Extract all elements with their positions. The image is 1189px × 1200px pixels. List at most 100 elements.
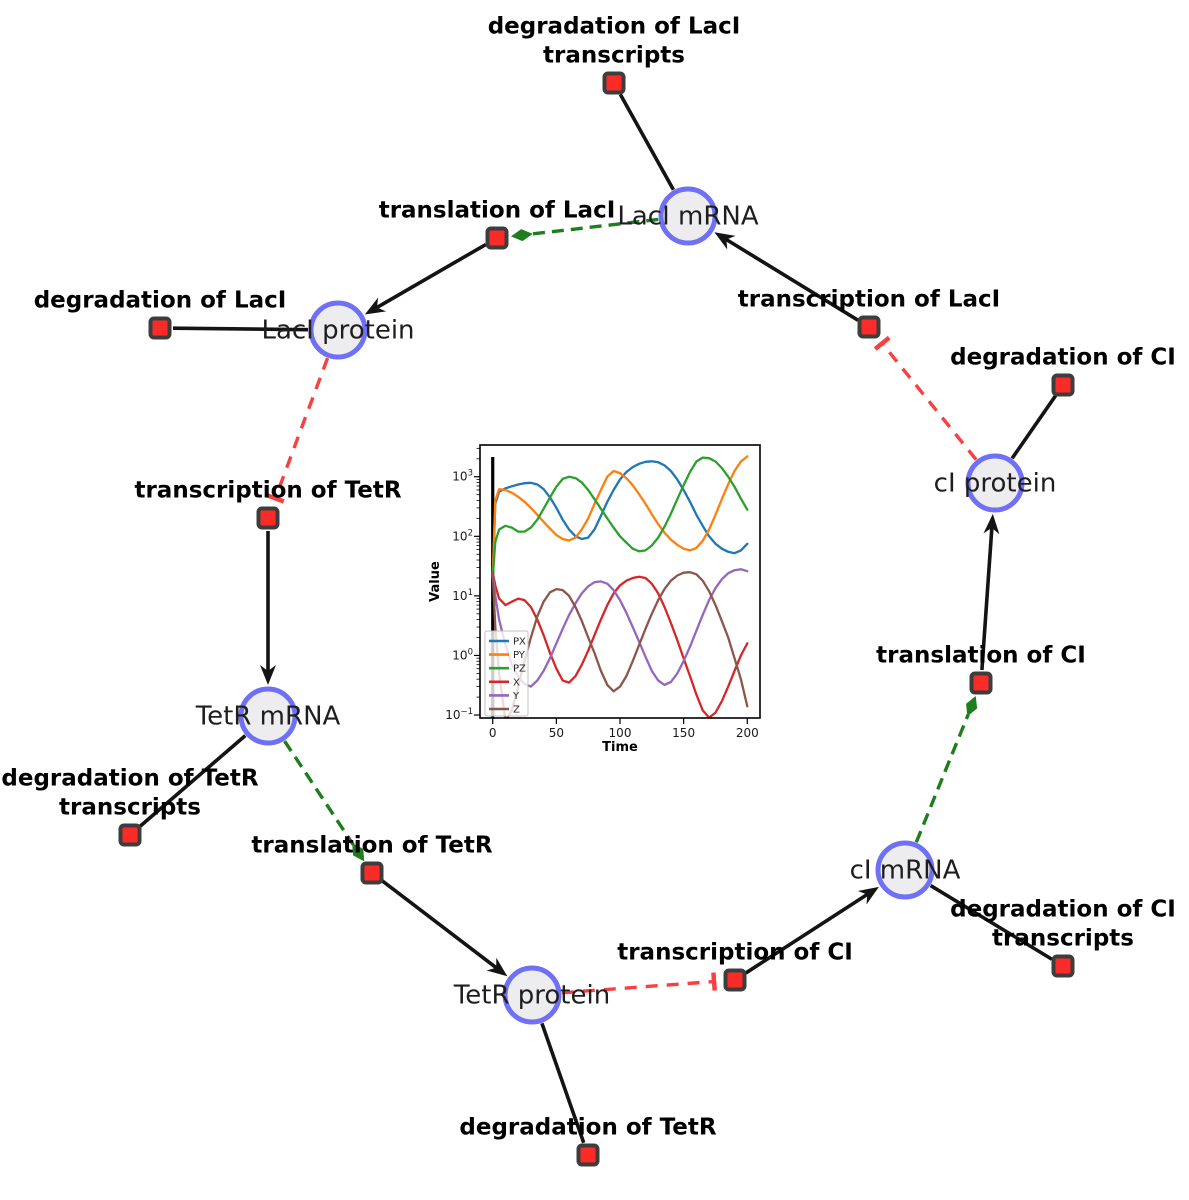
edge-translation-ci-ci-protein[interactable] [980, 513, 1000, 671]
reaction-label: translation of TetR [251, 833, 492, 859]
reaction-label: transcription of CI [617, 940, 853, 966]
species-node-tetr-mrna[interactable] [238, 686, 298, 746]
edge-laci-protein-deg-laci[interactable] [172, 326, 309, 332]
consumption-edge-line [1010, 394, 1058, 460]
x-tick-label: 50 [549, 726, 564, 740]
edge-translation-laci-laci-protein[interactable] [364, 242, 487, 315]
legend: PX PY PZ XYZ [484, 630, 529, 717]
reaction-node-transcription-ci[interactable] [723, 968, 747, 992]
legend-label: PY [513, 650, 526, 661]
x-tick-label: 100 [609, 726, 632, 740]
nodes-layer [118, 71, 1075, 1167]
inhibition-edge-line [880, 342, 978, 461]
edge-transcription-laci-laci-mrna[interactable] [714, 232, 859, 322]
series-line-Z [491, 571, 749, 718]
edge-tetr-protein-deg-tetr[interactable] [540, 1022, 586, 1144]
reaction-node-deg-tetr[interactable] [576, 1143, 600, 1167]
modifier-diamond-icon [352, 842, 365, 862]
arrowhead-icon [714, 232, 736, 250]
arrowhead-icon [260, 665, 276, 685]
species-label: TetR protein [453, 981, 610, 1011]
reaction-node-translation-laci[interactable] [485, 226, 509, 250]
production-edge-line [374, 242, 487, 311]
edge-ci-protein-deg-ci[interactable] [1010, 394, 1058, 460]
arrowhead-icon [857, 886, 879, 905]
consumption-edge-line [540, 1022, 586, 1144]
y-tick-label: 102 [452, 528, 473, 543]
reaction-label: transcription of TetR [134, 478, 401, 504]
reaction-node-transcription-laci[interactable] [857, 315, 881, 339]
reaction-node-translation-ci[interactable] [969, 671, 993, 695]
consumption-edge-line [929, 884, 1053, 961]
edge-laci-mrna-deg-laci-transcripts[interactable] [618, 93, 675, 191]
reaction-node-deg-laci[interactable] [148, 316, 172, 340]
reaction-node-translation-tetr[interactable] [360, 861, 384, 885]
edge-laci-mrna-translation-laci[interactable] [510, 217, 659, 242]
arrowhead-icon [983, 513, 1000, 535]
reaction-label: transcripts [59, 795, 201, 821]
modifier-edge-line [530, 217, 659, 236]
production-edge-line [381, 879, 499, 971]
reaction-label: degradation of LacI [34, 288, 287, 314]
x-tick-label: 200 [736, 726, 759, 740]
reaction-label: degradation of CI [950, 345, 1176, 371]
reaction-node-deg-tetr-transcripts[interactable] [118, 823, 142, 847]
edge-transcription-ci-ci-mrna[interactable] [744, 886, 879, 975]
legend-label: PX [513, 637, 526, 648]
y-tick-label: 103 [452, 469, 473, 484]
species-label: cI protein [934, 469, 1057, 499]
y-tick-label: 101 [452, 588, 473, 603]
plot-background [425, 435, 780, 765]
arrowhead-icon [364, 297, 387, 315]
species-node-ci-protein[interactable] [965, 453, 1025, 513]
modifier-edge-line [914, 713, 970, 843]
series-line-Y [491, 568, 749, 688]
edge-laci-protein-transcription-tetr[interactable] [266, 357, 330, 504]
legend-label: PZ [513, 664, 526, 675]
inhibition-edge-line [561, 979, 715, 995]
arrowhead-icon [486, 957, 508, 977]
species-node-tetr-protein[interactable] [502, 965, 562, 1025]
reaction-label: degradation of TetR [1, 766, 258, 792]
edge-ci-mrna-translation-ci[interactable] [914, 695, 978, 843]
modifier-diamond-icon [510, 229, 533, 242]
edge-tetr-protein-transcription-ci[interactable] [561, 972, 717, 995]
edge-tetr-mrna-translation-tetr[interactable] [283, 740, 365, 862]
timecourse-plot: 0 50 100 150 20010−1100101102103TimeValuePXP… [425, 435, 780, 765]
edge-tetr-mrna-deg-tetr-transcripts[interactable] [138, 734, 247, 828]
edge-translation-tetr-tetr-protein[interactable] [381, 879, 508, 977]
inhibition-edge-line [273, 357, 330, 499]
edge-transcription-tetr-tetr-mrna[interactable] [260, 531, 276, 685]
ticks-layer: 0 50 100 150 200 10−1 100 101 102 103 [445, 447, 759, 740]
edge-ci-protein-transcription-laci[interactable] [873, 335, 978, 461]
inhibitor-tbar-icon [873, 335, 891, 351]
reaction-node-transcription-tetr[interactable] [256, 506, 280, 530]
reaction-node-deg-ci[interactable] [1051, 373, 1075, 397]
x-tick-label: 150 [672, 726, 695, 740]
reaction-node-deg-laci-transcripts[interactable] [602, 71, 626, 95]
modifier-diamond-icon [966, 695, 978, 717]
species-node-laci-protein[interactable] [308, 300, 368, 360]
reaction-label: transcripts [992, 926, 1134, 952]
inhibitor-tbar-icon [711, 972, 717, 991]
edge-ci-mrna-deg-ci-transcripts[interactable] [929, 884, 1053, 961]
species-node-laci-mrna[interactable] [658, 186, 718, 246]
y-axis-label: Value [428, 561, 443, 602]
inhibitor-tbar-icon [266, 493, 285, 504]
species-node-ci-mrna[interactable] [875, 840, 935, 900]
species-label: LacI protein [261, 316, 414, 346]
species-label: TetR mRNA [195, 702, 341, 732]
reaction-label: transcription of LacI [738, 287, 1001, 313]
consumption-edge-line [172, 326, 309, 332]
y-tick-label: 100 [452, 647, 473, 662]
legend-label: Z [513, 705, 520, 716]
species-label: LacI mRNA [617, 202, 758, 232]
production-edge-line [723, 236, 859, 322]
reaction-node-deg-ci-transcripts[interactable] [1051, 954, 1075, 978]
reaction-label: degradation of TetR [459, 1115, 716, 1141]
production-edge-line [980, 525, 994, 671]
consumption-edge-line [138, 734, 247, 828]
edges-layer [138, 93, 1058, 1144]
